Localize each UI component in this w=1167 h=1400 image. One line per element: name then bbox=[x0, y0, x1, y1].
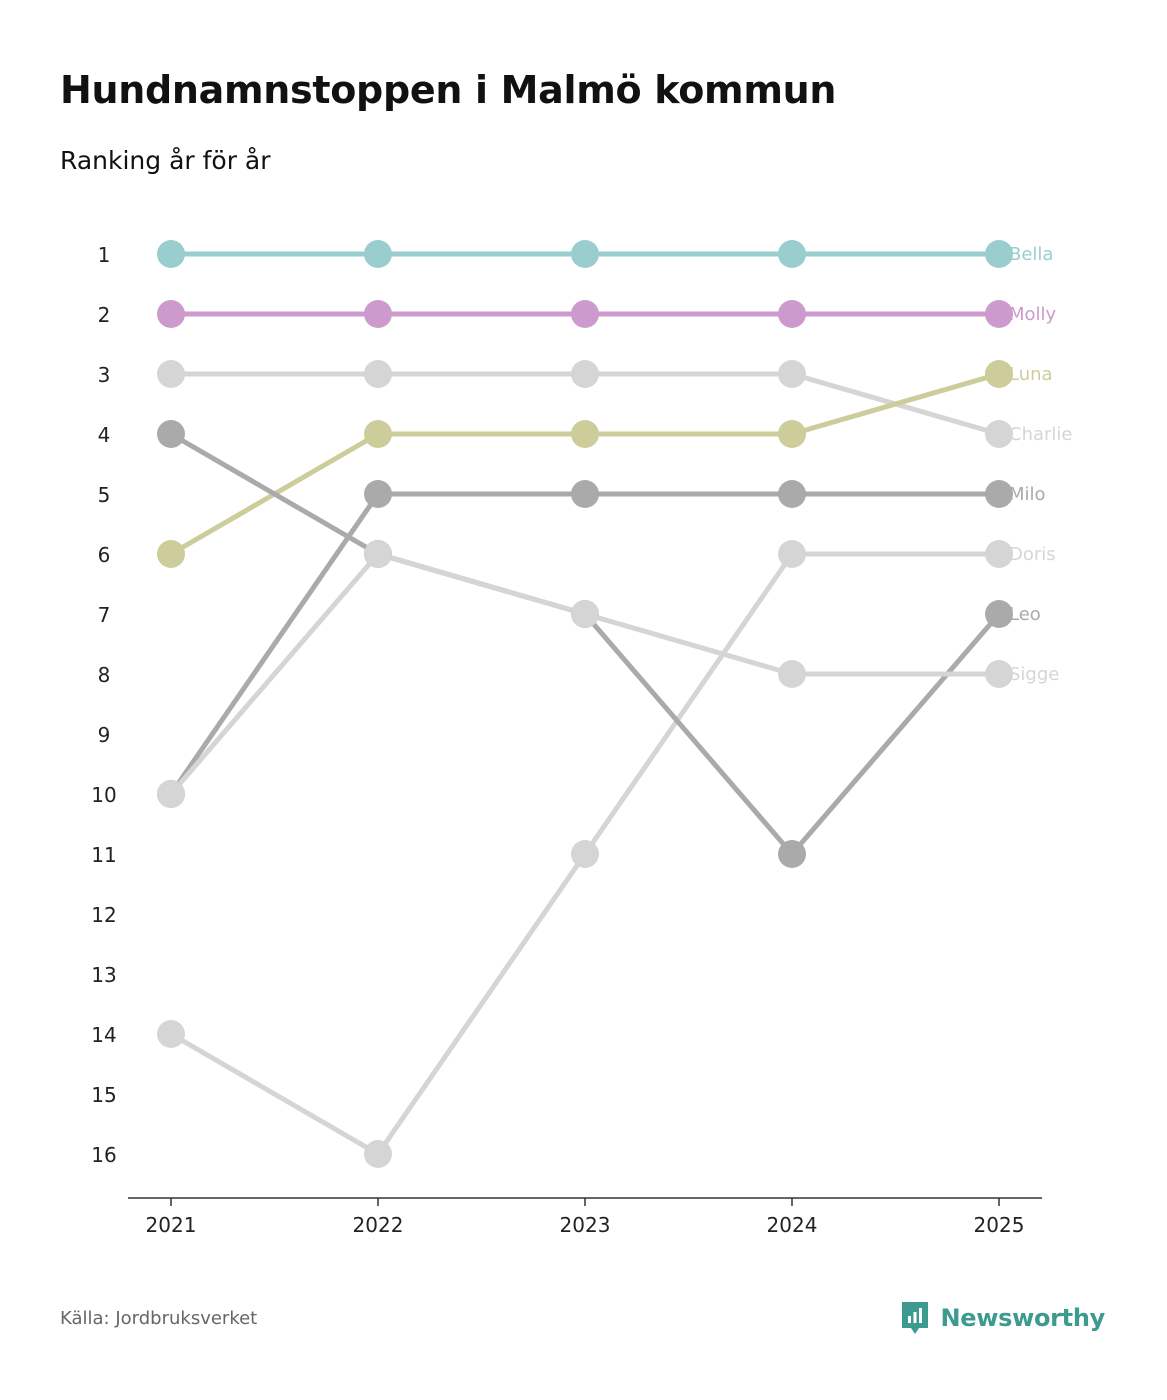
data-point-luna bbox=[985, 360, 1013, 388]
y-tick-label: 3 bbox=[98, 363, 111, 387]
data-point-sigge bbox=[985, 660, 1013, 688]
data-point-bella bbox=[364, 240, 392, 268]
data-point-bella bbox=[985, 240, 1013, 268]
newsworthy-logo-icon bbox=[902, 1302, 929, 1334]
y-tick-label: 12 bbox=[91, 903, 116, 927]
brand-name: Newsworthy bbox=[940, 1304, 1105, 1332]
x-tick-label: 2022 bbox=[353, 1213, 404, 1237]
data-point-bella bbox=[157, 240, 185, 268]
y-tick-label: 15 bbox=[91, 1083, 116, 1107]
data-point-bella bbox=[778, 240, 806, 268]
x-tick-label: 2021 bbox=[146, 1213, 197, 1237]
data-point-leo bbox=[985, 600, 1013, 628]
data-point-luna bbox=[364, 420, 392, 448]
data-point-molly bbox=[778, 300, 806, 328]
series-line-milo bbox=[168, 491, 1002, 797]
data-point-molly bbox=[364, 300, 392, 328]
data-point-charlie bbox=[571, 360, 599, 388]
data-point-doris bbox=[571, 840, 599, 868]
data-point-milo bbox=[571, 480, 599, 508]
chart-subtitle: Ranking år för år bbox=[60, 146, 271, 175]
y-tick-label: 14 bbox=[91, 1023, 116, 1047]
y-tick-label: 9 bbox=[98, 723, 111, 747]
data-point-charlie bbox=[364, 360, 392, 388]
data-point-charlie bbox=[985, 420, 1013, 448]
data-point-molly bbox=[157, 300, 185, 328]
series-lines bbox=[168, 251, 1002, 1157]
series-points bbox=[157, 240, 1013, 1168]
data-point-charlie bbox=[157, 360, 185, 388]
data-point-sigge bbox=[778, 660, 806, 688]
data-point-bella bbox=[571, 240, 599, 268]
data-point-milo bbox=[985, 480, 1013, 508]
data-point-milo bbox=[778, 480, 806, 508]
data-point-charlie bbox=[778, 360, 806, 388]
y-tick-label: 6 bbox=[98, 543, 111, 567]
y-tick-label: 8 bbox=[98, 663, 111, 687]
series-label-doris: Doris bbox=[1009, 544, 1056, 565]
data-point-doris bbox=[364, 1140, 392, 1168]
data-point-doris bbox=[985, 540, 1013, 568]
data-point-sigge bbox=[364, 540, 392, 568]
series-label-charlie: Charlie bbox=[1009, 424, 1072, 445]
x-tick-label: 2023 bbox=[560, 1213, 611, 1237]
series-label-molly: Molly bbox=[1009, 304, 1057, 325]
y-tick-label: 1 bbox=[98, 243, 111, 267]
y-tick-label: 16 bbox=[91, 1143, 116, 1167]
series-label-sigge: Sigge bbox=[1009, 664, 1059, 685]
y-tick-label: 10 bbox=[91, 783, 116, 807]
data-point-doris bbox=[157, 1020, 185, 1048]
data-point-sigge bbox=[571, 600, 599, 628]
data-point-molly bbox=[571, 300, 599, 328]
series-labels: Bella Molly Charlie Luna Milo Doris Leo Sigge bbox=[1009, 244, 1072, 685]
chart-title: Hundnamnstoppen i Malmö kommun bbox=[60, 68, 837, 112]
data-point-doris bbox=[778, 540, 806, 568]
x-axis: 2021 2022 2023 2024 2025 bbox=[128, 1197, 1042, 1237]
series-line-luna bbox=[168, 371, 1002, 557]
series-label-bella: Bella bbox=[1009, 244, 1053, 265]
data-point-milo bbox=[364, 480, 392, 508]
y-tick-label: 11 bbox=[91, 843, 116, 867]
y-tick-label: 2 bbox=[98, 303, 111, 327]
y-tick-label: 5 bbox=[98, 483, 111, 507]
brand-logo: Newsworthy bbox=[900, 1300, 1105, 1336]
data-point-molly bbox=[985, 300, 1013, 328]
y-tick-label: 13 bbox=[91, 963, 116, 987]
series-label-leo: Leo bbox=[1009, 604, 1041, 625]
data-point-leo bbox=[778, 840, 806, 868]
y-tick-label: 4 bbox=[98, 423, 111, 447]
data-point-luna bbox=[571, 420, 599, 448]
series-label-milo: Milo bbox=[1009, 484, 1046, 505]
source-note: Källa: Jordbruksverket bbox=[60, 1308, 258, 1329]
data-point-luna bbox=[778, 420, 806, 448]
y-tick-label: 7 bbox=[98, 603, 111, 627]
x-tick-label: 2025 bbox=[974, 1213, 1025, 1237]
series-label-luna: Luna bbox=[1009, 364, 1053, 385]
data-point-leo bbox=[157, 420, 185, 448]
data-point-sigge bbox=[157, 780, 185, 808]
x-tick-label: 2024 bbox=[767, 1213, 818, 1237]
data-point-luna bbox=[157, 540, 185, 568]
